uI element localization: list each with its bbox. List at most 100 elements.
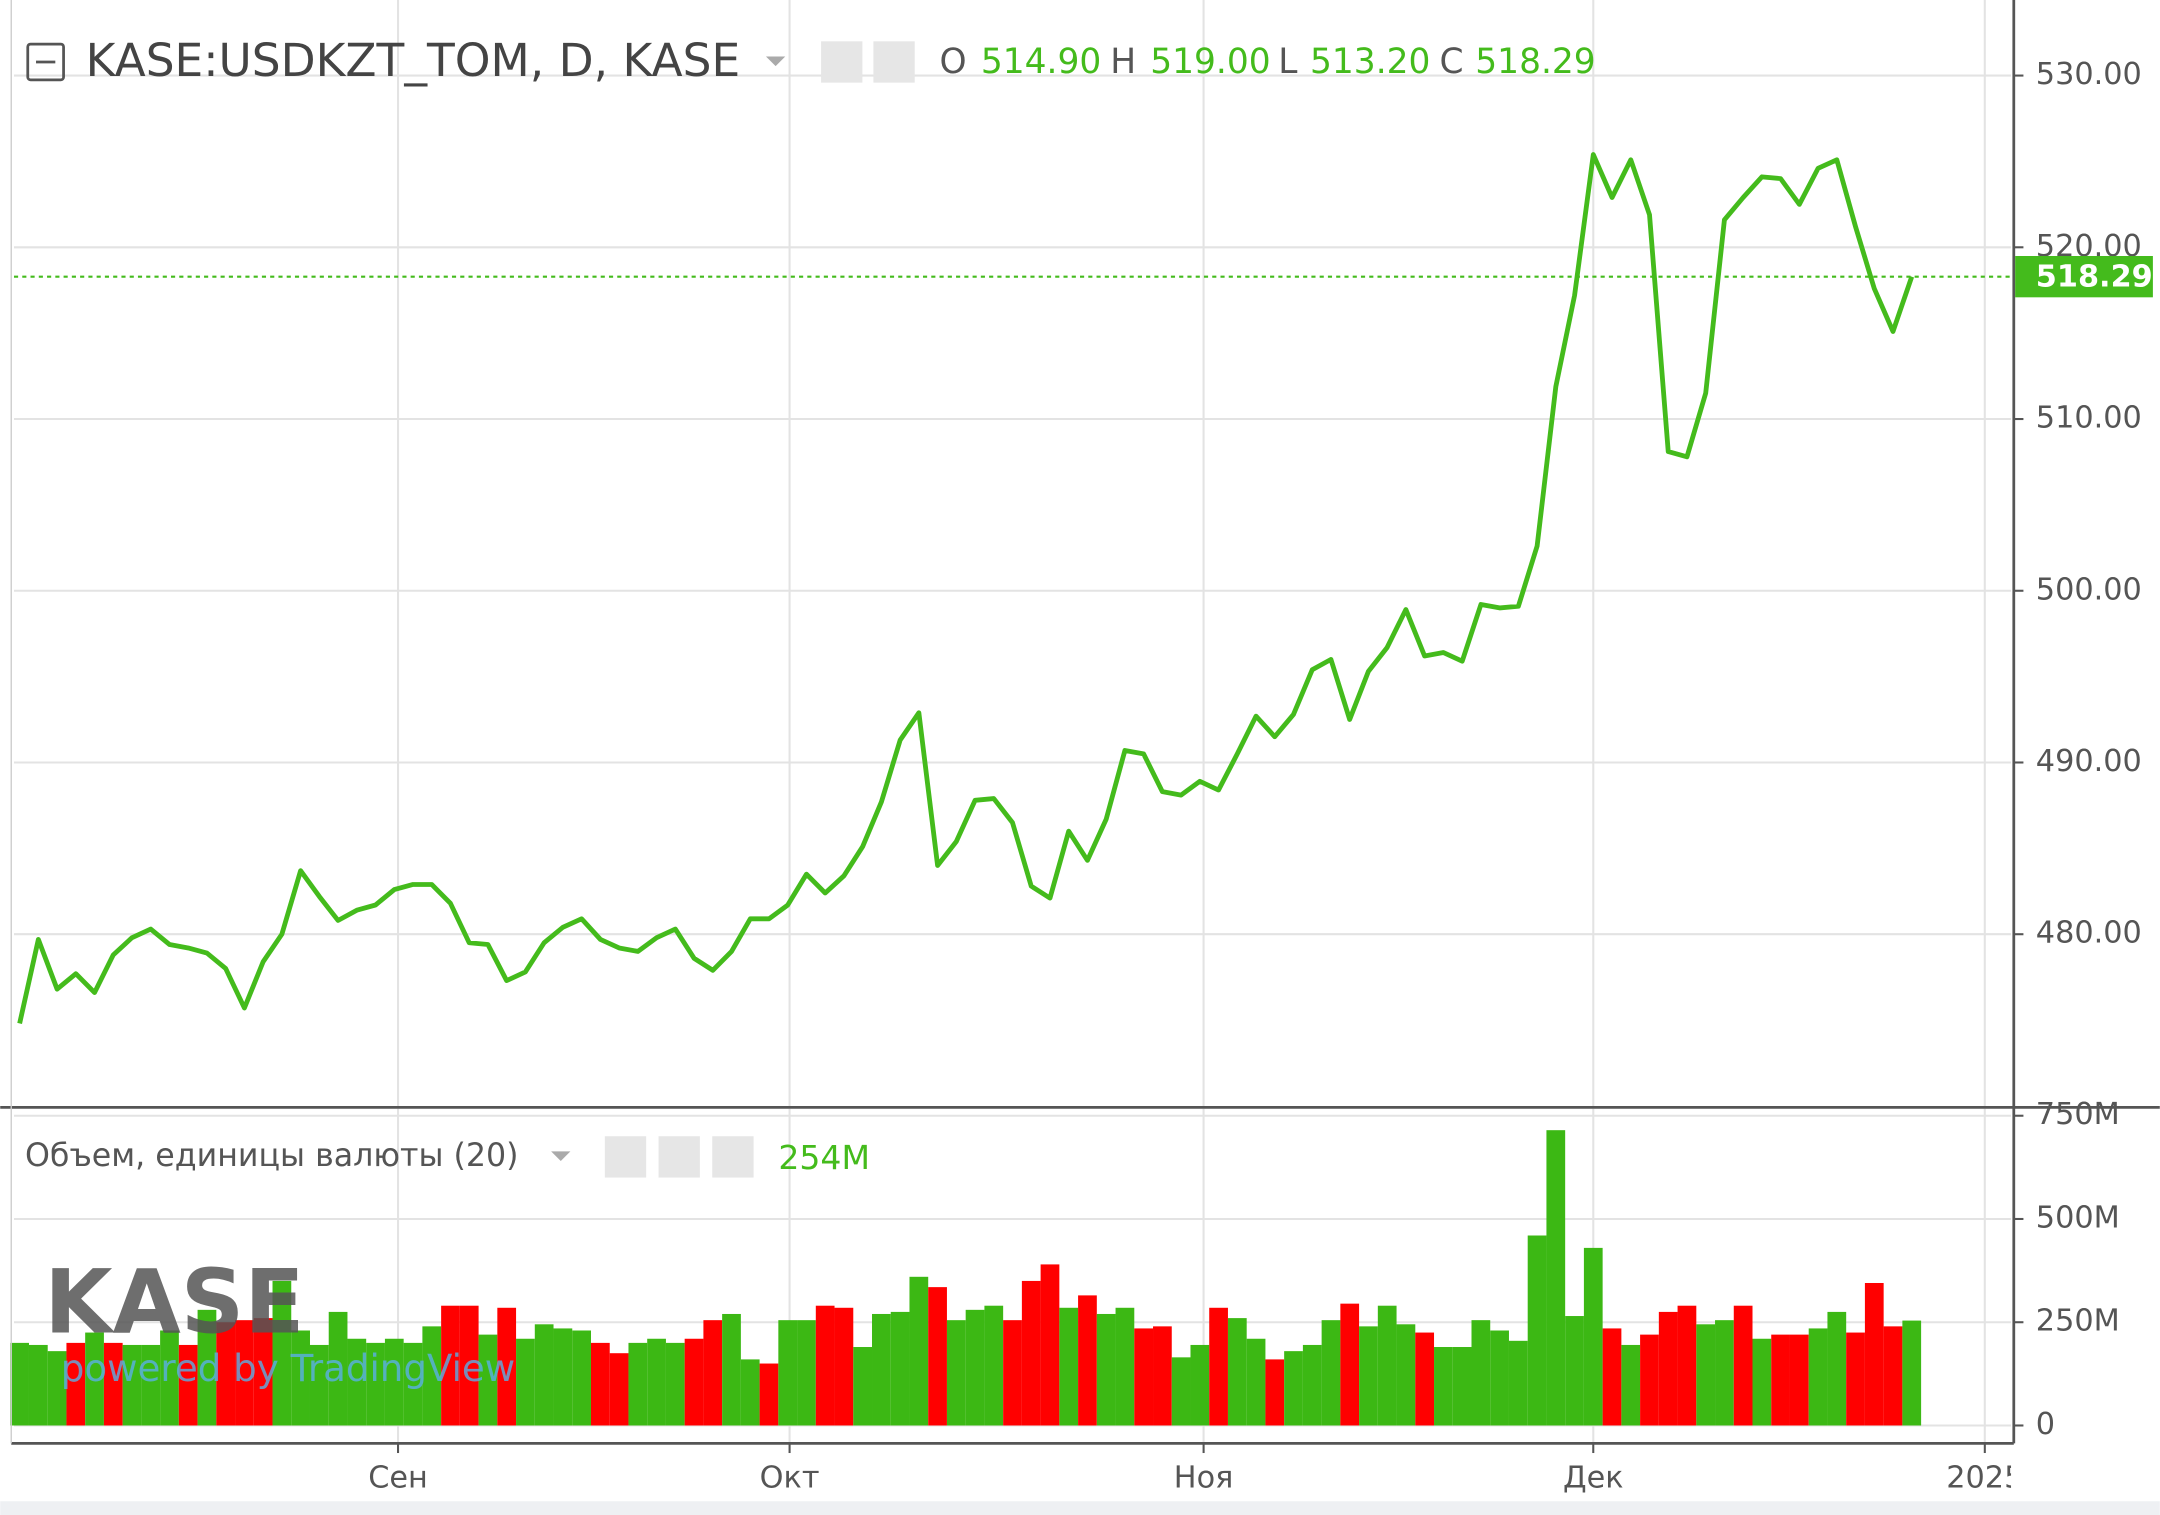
volume-bar: [1003, 1320, 1022, 1426]
watermark-credit: powered by TradingView: [61, 1346, 515, 1390]
settings-button[interactable]: [873, 41, 915, 83]
volume-bar: [253, 1318, 273, 1426]
volume-bar: [1227, 1318, 1247, 1426]
watermark-logo: KASE: [44, 1250, 304, 1353]
volume-bar: [1153, 1326, 1172, 1426]
visibility-button[interactable]: [821, 41, 863, 83]
y-tick-label: 490.00: [2036, 744, 2142, 779]
axes: Сен Окт Ноя Дек 2025 480.00 490.00 500.00 510.00…: [368, 57, 2153, 1496]
volume-bar: [590, 1342, 610, 1426]
volume-bar: [1321, 1320, 1341, 1426]
volume-bar: [1134, 1328, 1154, 1426]
settings-button[interactable]: [658, 1136, 700, 1178]
volume-bar: [1284, 1351, 1303, 1426]
volume-bar: [1021, 1280, 1041, 1426]
volume-bar: [1640, 1334, 1659, 1426]
volume-bar: [1771, 1334, 1790, 1426]
volume-bar: [1434, 1347, 1453, 1426]
volume-bar: [909, 1276, 929, 1426]
y-tick-label: 500M: [2036, 1200, 2120, 1235]
x-tick-label: Ноя: [1174, 1461, 1234, 1496]
volume-bar: [384, 1338, 404, 1426]
dropdown-arrow[interactable]: [765, 56, 786, 67]
marks: [10, 152, 2012, 1426]
collapse-button[interactable]: [26, 42, 65, 82]
ohlc-value: 514.90: [981, 42, 1101, 82]
volume-bar: [122, 1344, 142, 1426]
volume-bar: [1059, 1307, 1079, 1426]
volume-last-value: 254M: [778, 1138, 870, 1177]
volume-bar: [1565, 1316, 1584, 1426]
volume-bar: [422, 1326, 442, 1426]
volume-bar: [66, 1342, 86, 1426]
volume-bar: [1696, 1324, 1716, 1426]
visibility-button[interactable]: [604, 1136, 647, 1178]
ohlc-label: C: [1439, 42, 1463, 82]
volume-bar: [10, 1342, 29, 1426]
y-tick-label: 510.00: [2036, 401, 2142, 436]
volume-bar: [1302, 1344, 1322, 1426]
volume-bar: [478, 1334, 498, 1426]
volume-bar: [28, 1344, 48, 1426]
dropdown-arrow[interactable]: [551, 1151, 571, 1162]
volume-bar: [946, 1320, 966, 1426]
volume-bar: [1396, 1324, 1416, 1426]
volume-bar: [965, 1309, 985, 1426]
volume-bar: [309, 1344, 329, 1426]
volume-bar: [1190, 1344, 1210, 1426]
x-tick-label: Дек: [1563, 1461, 1624, 1496]
volume-bar: [872, 1313, 891, 1426]
volume-bar: [160, 1330, 179, 1426]
y-tick-label: 0: [2036, 1407, 2055, 1442]
volume-bar: [890, 1311, 910, 1426]
volume-bar: [1752, 1338, 1772, 1426]
volume-bar: [1265, 1359, 1285, 1426]
volume-bar: [328, 1311, 348, 1426]
footer-strip: [0, 1501, 2160, 1515]
volume-bar: [1171, 1357, 1191, 1426]
volume-bar: [853, 1347, 873, 1426]
volume-bar: [216, 1322, 236, 1426]
volume-bar: [1902, 1320, 1922, 1426]
x-tick-label: Сен: [368, 1461, 428, 1496]
volume-bar: [1864, 1282, 1884, 1426]
volume-bar: [647, 1338, 666, 1426]
volume-bar: [703, 1320, 723, 1426]
volume-bar: [1602, 1328, 1622, 1426]
volume-bar: [534, 1324, 554, 1426]
volume-bar: [1658, 1311, 1678, 1426]
x-tick-label: Окт: [760, 1461, 820, 1496]
volume-bar: [1040, 1264, 1060, 1426]
volume-bar: [684, 1338, 704, 1426]
volume-bar: [1471, 1320, 1491, 1426]
volume-bar: [235, 1320, 254, 1426]
ohlc-label: L: [1278, 42, 1297, 82]
volume-title: Объем, единицы валюты (20): [25, 1138, 519, 1174]
volume-bar: [1377, 1305, 1397, 1426]
volume-bar: [347, 1338, 367, 1426]
remove-button[interactable]: [712, 1136, 754, 1178]
y-tick-label: 500.00: [2036, 572, 2142, 607]
volume-bar: [815, 1305, 835, 1426]
volume-bar: [441, 1305, 460, 1426]
ohlc-label: O: [940, 42, 967, 82]
volume-bar: [928, 1287, 947, 1426]
ohlc: O 514.90 H 519.00 L 513.20 C 518.29: [940, 42, 1596, 82]
volume-bar: [797, 1320, 816, 1426]
volume-bar: [178, 1344, 198, 1426]
volume-bar: [759, 1363, 779, 1426]
volume-bar: [572, 1330, 591, 1426]
volume-bar: [47, 1351, 67, 1426]
y-tick-label: 750M: [2036, 1097, 2120, 1132]
volume-bar: [197, 1309, 217, 1426]
volume-bar: [1733, 1305, 1753, 1426]
volume-bar: [103, 1342, 123, 1426]
price-line: [17, 152, 1915, 1024]
volume-bar: [722, 1313, 741, 1426]
volume-bar: [984, 1305, 1004, 1426]
volume-bar: [1808, 1328, 1828, 1426]
volume-bar: [1340, 1303, 1360, 1426]
volume-bar: [291, 1330, 310, 1426]
last-price-tag: [2015, 256, 2153, 298]
